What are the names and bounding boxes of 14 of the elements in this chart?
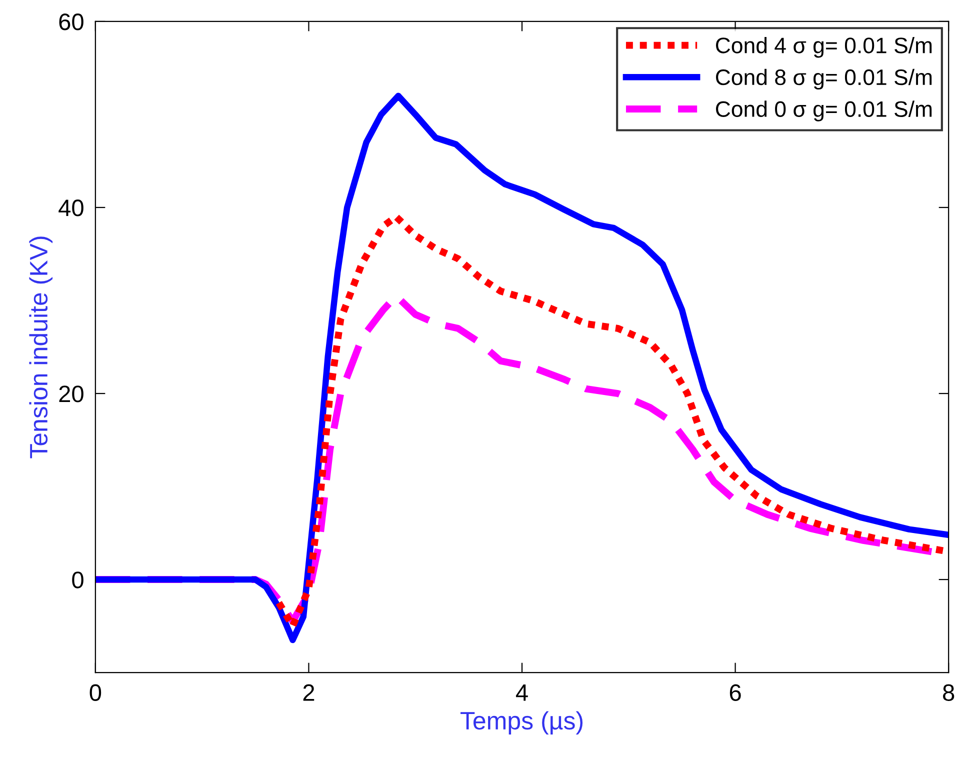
x-axis-title: Temps (µs) [460,711,583,735]
y-tick-label: 20 [59,386,84,402]
legend-label: Cond 0 σ g= 0.01 S/m [716,100,932,122]
legend-label: Cond 4 σ g= 0.01 S/m [716,37,932,58]
legend-label: Cond 8 σ g= 0.01 S/m [716,68,932,90]
x-tick-label: 6 [730,684,741,701]
x-tick-label: 0 [90,684,102,701]
x-tick-label: 4 [516,684,528,701]
y-tick-label: 0 [72,572,84,588]
y-tick-label: 40 [58,200,84,216]
x-tick-label: 2 [303,684,314,701]
x-tick-label: 8 [943,684,954,701]
y-tick-label: 60 [59,14,84,30]
y-axis-title: Tension induite (KV) [29,236,52,458]
